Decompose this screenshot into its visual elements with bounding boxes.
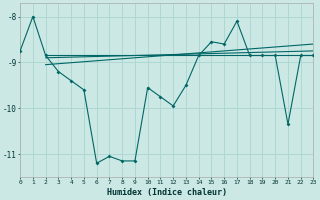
X-axis label: Humidex (Indice chaleur): Humidex (Indice chaleur) <box>107 188 227 197</box>
